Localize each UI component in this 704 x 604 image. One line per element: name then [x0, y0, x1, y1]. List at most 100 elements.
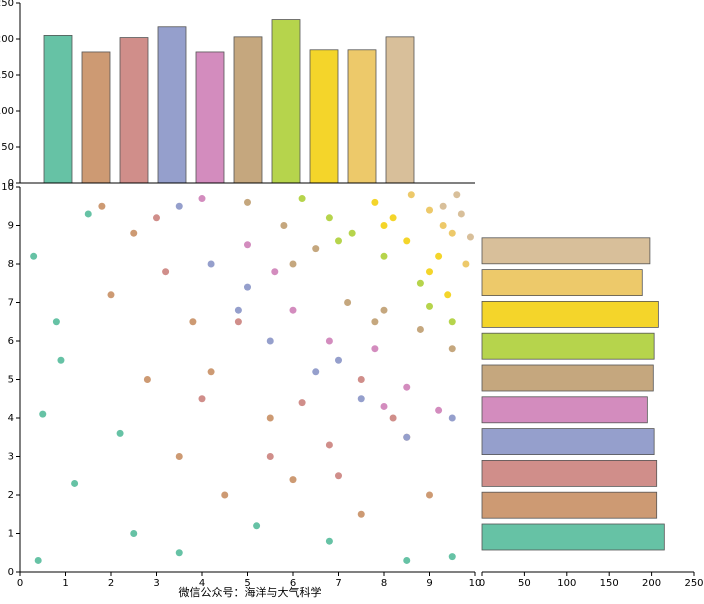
point — [380, 306, 388, 314]
point — [357, 510, 365, 518]
y-tick-label: 200 — [0, 34, 14, 45]
point — [403, 556, 411, 564]
point — [380, 252, 388, 260]
point — [435, 252, 443, 260]
point — [439, 202, 447, 210]
x-tick-label: 10 — [469, 578, 482, 589]
y-tick-label: 2 — [8, 490, 14, 501]
y-tick-label: 6 — [8, 336, 14, 347]
point — [371, 318, 379, 326]
point — [30, 252, 38, 260]
point — [403, 433, 411, 441]
point — [462, 260, 470, 268]
point — [371, 198, 379, 206]
bar — [481, 428, 655, 456]
point — [453, 191, 461, 199]
point — [312, 368, 320, 376]
point — [389, 414, 397, 422]
point — [244, 198, 251, 206]
x-tick-label: 200 — [642, 578, 661, 589]
point — [335, 237, 342, 245]
point — [380, 402, 388, 410]
point — [407, 191, 415, 199]
point — [198, 395, 206, 403]
point — [253, 522, 261, 530]
bar — [481, 523, 665, 551]
bar — [271, 19, 301, 184]
x-tick-label: 5 — [244, 578, 250, 589]
x-tick-label: 0 — [479, 578, 485, 589]
point — [130, 530, 138, 537]
y-tick-label: 0 — [8, 178, 14, 189]
bar — [481, 364, 654, 392]
point — [34, 556, 42, 564]
x-tick-label: 7 — [335, 578, 341, 589]
point — [426, 302, 433, 310]
point — [84, 210, 92, 218]
y-tick-label: 100 — [0, 106, 14, 117]
x-tick-label: 2 — [108, 578, 114, 589]
point — [162, 268, 170, 276]
point — [143, 376, 151, 383]
x-tick-label: 100 — [557, 578, 576, 589]
footer: 微信公众号：海洋与大气科学 — [179, 585, 322, 599]
point — [466, 233, 474, 241]
point — [416, 325, 424, 333]
bar — [309, 49, 339, 184]
point — [234, 306, 242, 314]
bar — [81, 51, 111, 184]
point — [325, 337, 333, 345]
point — [116, 429, 124, 437]
point — [271, 268, 279, 276]
point — [403, 383, 411, 391]
point — [448, 318, 456, 326]
point — [416, 279, 424, 287]
point — [57, 356, 65, 364]
point — [448, 345, 456, 353]
point — [39, 410, 47, 418]
point — [298, 195, 306, 203]
point — [289, 476, 297, 484]
y-tick-label: 3 — [8, 452, 14, 463]
point — [439, 222, 447, 229]
point — [175, 549, 183, 557]
point — [289, 306, 297, 314]
point — [175, 453, 183, 460]
y-tick-label: 5 — [8, 375, 14, 386]
point — [380, 222, 388, 229]
bar — [481, 237, 651, 265]
point — [389, 214, 397, 222]
x-tick-label: 50 — [518, 578, 531, 589]
y-tick-label: 1 — [8, 529, 14, 540]
bar — [233, 36, 263, 184]
point — [448, 414, 456, 422]
point — [448, 229, 456, 237]
bar — [347, 49, 377, 184]
y-tick-label: 0 — [8, 567, 14, 578]
point — [189, 318, 197, 326]
point — [457, 210, 465, 218]
point — [244, 241, 251, 249]
y-tick-label: 150 — [0, 70, 14, 81]
x-tick-label: 9 — [426, 578, 432, 589]
x-tick-label: 4 — [199, 578, 205, 589]
point — [266, 414, 274, 422]
bar — [481, 491, 658, 519]
bar — [481, 269, 643, 297]
y-tick-label: 250 — [0, 0, 14, 9]
point — [426, 491, 433, 499]
point — [175, 202, 183, 210]
point — [234, 318, 242, 326]
y-tick-label: 8 — [8, 259, 14, 270]
point — [335, 472, 342, 480]
point — [52, 318, 60, 326]
point — [357, 376, 365, 383]
point — [207, 260, 215, 268]
x-tick-label: 8 — [381, 578, 387, 589]
point — [98, 202, 106, 210]
point — [280, 222, 288, 229]
point — [325, 537, 333, 545]
point — [344, 299, 352, 306]
y-tick-label: 4 — [8, 413, 14, 424]
